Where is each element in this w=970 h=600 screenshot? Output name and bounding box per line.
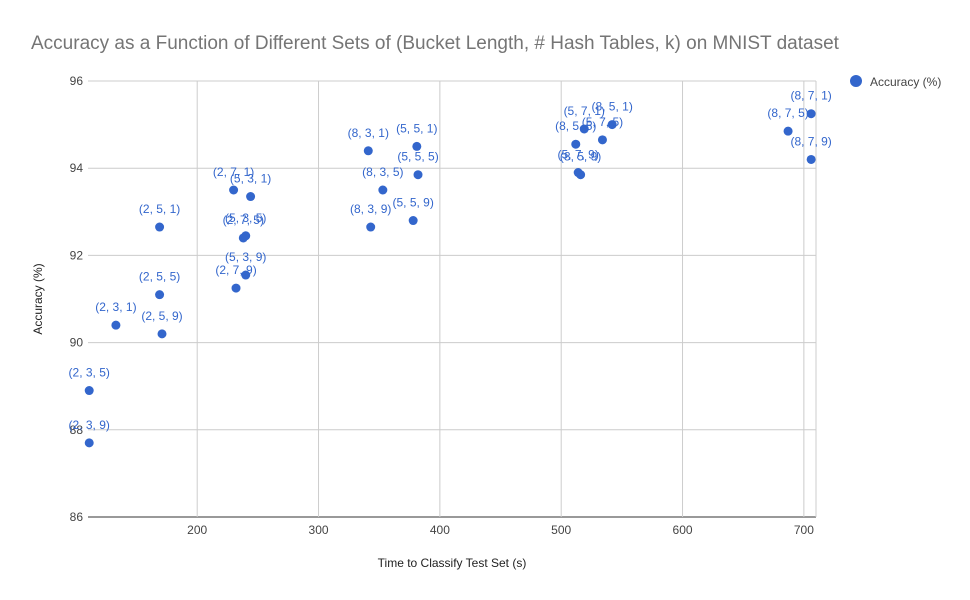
data-label: (2, 3, 9) <box>69 418 110 432</box>
data-label: (5, 7, 5) <box>582 115 623 129</box>
y-tick-label: 94 <box>70 161 84 175</box>
scatter-point[interactable] <box>229 185 239 195</box>
data-label: (8, 3, 1) <box>348 126 389 140</box>
x-axis-label: Time to Classify Test Set (s) <box>378 556 527 570</box>
chart-title: Accuracy as a Function of Different Sets… <box>31 33 840 54</box>
x-tick-label: 600 <box>673 523 693 537</box>
y-tick-label: 90 <box>70 336 84 350</box>
x-tick-label: 400 <box>430 523 450 537</box>
data-label: (8, 5, 1) <box>591 100 632 114</box>
scatter-point[interactable] <box>241 231 251 241</box>
data-label: (5, 3, 9) <box>225 250 266 264</box>
scatter-point[interactable] <box>408 216 418 226</box>
x-tick-label: 300 <box>309 523 329 537</box>
scatter-point[interactable] <box>607 120 617 130</box>
data-label: (2, 3, 5) <box>69 366 110 380</box>
scatter-point[interactable] <box>806 109 816 119</box>
data-label: (8, 5, 5) <box>555 119 596 133</box>
axis-ticks: 86 88 90 92 94 96 200 300 400 500 600 700 <box>70 74 815 537</box>
scatter-point[interactable] <box>155 290 165 300</box>
scatter-point[interactable] <box>412 141 422 151</box>
scatter-point[interactable] <box>571 139 581 149</box>
data-label: (8, 3, 5) <box>362 165 403 179</box>
data-label: (2, 5, 5) <box>139 270 180 284</box>
scatter-point[interactable] <box>84 386 94 396</box>
x-tick-label: 700 <box>794 523 814 537</box>
y-axis-label: Accuracy (%) <box>31 263 45 334</box>
scatter-point[interactable] <box>806 154 816 164</box>
x-tick-label: 500 <box>551 523 571 537</box>
scatter-point[interactable] <box>366 222 376 232</box>
scatter-point[interactable] <box>155 222 165 232</box>
scatter-point[interactable] <box>413 170 423 180</box>
x-tick-label: 200 <box>187 523 207 537</box>
legend-label: Accuracy (%) <box>870 75 941 89</box>
data-label: (5, 3, 5) <box>225 211 266 225</box>
data-label: (5, 5, 9) <box>392 196 433 210</box>
scatter-point[interactable] <box>378 185 388 195</box>
data-label: (8, 7, 1) <box>790 89 831 103</box>
data-label: (5, 5, 5) <box>397 150 438 164</box>
data-label: (5, 7, 1) <box>564 104 605 118</box>
y-tick-label: 86 <box>70 510 84 524</box>
y-tick-label: 92 <box>70 248 84 262</box>
legend[interactable]: Accuracy (%) <box>850 75 941 89</box>
data-label: (2, 7, 1) <box>213 165 254 179</box>
scatter-point[interactable] <box>363 146 373 156</box>
data-label: (8, 3, 9) <box>350 202 391 216</box>
scatter-point[interactable] <box>246 192 256 202</box>
scatter-point[interactable] <box>231 283 241 293</box>
data-label: (2, 3, 1) <box>95 300 136 314</box>
data-label: (8, 5, 9) <box>560 150 601 164</box>
data-points <box>84 109 816 448</box>
scatter-point[interactable] <box>576 170 586 180</box>
scatter-point[interactable] <box>579 124 589 134</box>
gridlines <box>88 80 817 518</box>
y-tick-label: 96 <box>70 74 84 88</box>
data-label: (8, 7, 5) <box>767 106 808 120</box>
scatter-point[interactable] <box>241 270 251 280</box>
y-tick-label: 88 <box>70 423 84 437</box>
scatter-point[interactable] <box>84 438 94 448</box>
scatter-point[interactable] <box>157 329 167 339</box>
data-label: (5, 5, 1) <box>396 121 437 135</box>
scatter-point[interactable] <box>597 135 607 145</box>
data-labels: (2, 3, 5) (2, 3, 9) (2, 3, 1) (2, 5, 1) (2, … <box>69 89 832 432</box>
data-label: (8, 7, 9) <box>790 134 831 148</box>
scatter-point[interactable] <box>783 126 793 136</box>
data-label: (2, 7, 9) <box>215 263 256 277</box>
data-label: (5, 7, 9) <box>558 148 599 162</box>
scatter-point[interactable] <box>111 320 121 330</box>
data-label: (5, 3, 1) <box>230 172 271 186</box>
data-label: (2, 5, 9) <box>141 309 182 323</box>
data-label: (2, 7, 5) <box>223 213 264 227</box>
legend-marker <box>850 75 862 87</box>
data-label: (2, 5, 1) <box>139 202 180 216</box>
